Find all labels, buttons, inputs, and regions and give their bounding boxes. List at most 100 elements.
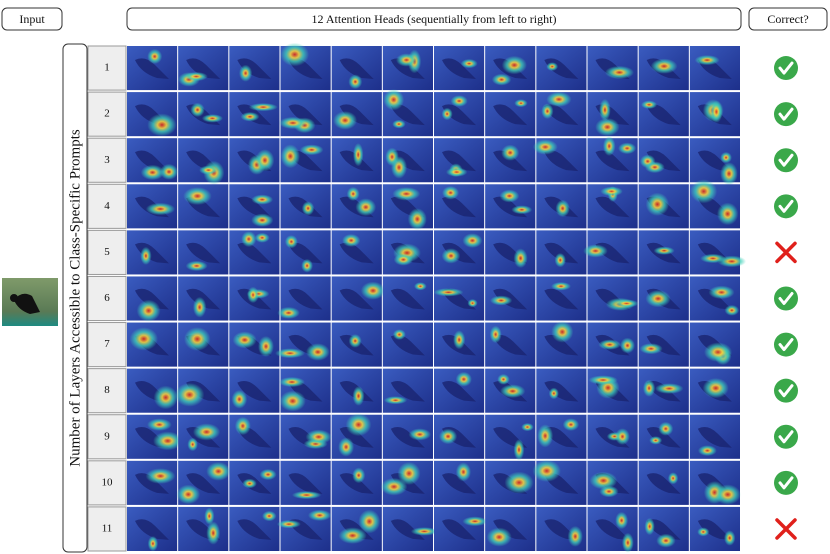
bird-shape xyxy=(442,519,476,540)
bird-shape xyxy=(339,104,374,126)
attention-blob xyxy=(521,422,534,432)
heatmap xyxy=(178,46,229,91)
attention-blob xyxy=(500,384,526,398)
attention-blob xyxy=(717,255,747,268)
attention-blob xyxy=(650,58,678,74)
heatmap xyxy=(127,322,178,367)
heatmap xyxy=(382,89,433,137)
check-mark xyxy=(778,107,794,121)
attention-blob xyxy=(255,149,275,172)
attention-blob xyxy=(390,156,408,179)
bird-shape xyxy=(697,519,732,540)
heatmap xyxy=(587,184,638,229)
attention-blob xyxy=(206,461,231,481)
attention-blob xyxy=(639,343,663,355)
bird-shape xyxy=(339,473,374,494)
heatmap xyxy=(178,138,229,185)
heatmap xyxy=(229,138,280,183)
attention-blob xyxy=(511,205,533,215)
attention-blob xyxy=(348,334,362,348)
bird-shape xyxy=(339,58,374,79)
heatmap xyxy=(485,138,536,183)
heatmap xyxy=(178,230,229,275)
heatmap xyxy=(331,46,382,91)
bird-shape xyxy=(288,242,323,264)
heatmap xyxy=(689,322,740,367)
heatmap xyxy=(382,276,433,321)
heatmap xyxy=(689,179,740,229)
attention-blob xyxy=(342,233,361,247)
heatmap xyxy=(277,276,331,321)
attention-blob xyxy=(442,186,460,200)
attention-blob xyxy=(541,103,554,120)
heatmap xyxy=(278,368,331,413)
attention-blob xyxy=(392,119,406,129)
heatmap xyxy=(229,322,280,367)
heatmap xyxy=(382,322,433,367)
bird-shape xyxy=(390,334,425,356)
attention-blob xyxy=(583,244,608,258)
bird-shape xyxy=(390,288,425,310)
attention-blob xyxy=(551,282,571,291)
bird-shape xyxy=(339,427,374,448)
attention-blob xyxy=(697,527,710,537)
rows: 1 2 3 4 5 6 7 8 9 10 11 xyxy=(87,42,798,553)
attention-blob xyxy=(697,445,717,457)
bird-shape xyxy=(595,196,630,218)
attention-blob xyxy=(185,260,208,272)
attention-blob xyxy=(275,348,305,359)
attention-blob xyxy=(392,329,406,340)
attention-blob xyxy=(380,477,408,496)
check-icon xyxy=(774,332,798,357)
heatmap xyxy=(587,506,638,553)
attention-blob xyxy=(720,151,732,164)
attention-blob xyxy=(147,113,177,137)
attention-blob xyxy=(462,233,483,248)
bird-shape xyxy=(595,150,630,172)
cross-icon xyxy=(775,518,797,540)
attention-blob xyxy=(204,507,215,525)
bird-shape xyxy=(135,150,169,172)
attention-blob xyxy=(455,371,472,387)
row-label: 7 xyxy=(104,338,110,350)
check-mark xyxy=(778,430,794,444)
heatmap xyxy=(178,276,229,321)
heatmap xyxy=(536,506,587,551)
row-label-box xyxy=(87,137,127,183)
attention-blob xyxy=(278,376,305,388)
heatmap xyxy=(127,92,178,137)
cross-icon xyxy=(775,241,797,264)
attention-blob xyxy=(720,162,738,186)
attention-blob xyxy=(599,98,611,121)
heatmap xyxy=(380,460,433,505)
attention-blob xyxy=(615,511,629,530)
bird-shape xyxy=(288,288,323,310)
attention-blob xyxy=(353,142,364,167)
heatmap xyxy=(485,184,536,229)
heatmap xyxy=(689,368,740,413)
heatmap xyxy=(689,230,747,275)
attention-blob xyxy=(589,471,618,490)
y-label-box xyxy=(62,43,88,553)
bird-shape xyxy=(442,58,476,79)
attention-blob xyxy=(392,187,421,201)
attention-blob xyxy=(602,136,616,156)
attention-blob xyxy=(393,253,414,266)
heatmap xyxy=(382,414,433,459)
attention-blob xyxy=(621,532,634,553)
attention-blob xyxy=(201,114,223,123)
attention-blob xyxy=(183,187,212,206)
attention-blob xyxy=(724,530,736,546)
bird-shape xyxy=(442,150,476,172)
attention-blob xyxy=(254,232,270,243)
attention-blob xyxy=(280,144,300,169)
attention-blob xyxy=(153,431,183,451)
bird-shape xyxy=(544,242,579,264)
bird xyxy=(14,293,40,314)
bird-shape xyxy=(186,473,221,494)
heatmap xyxy=(583,230,638,275)
attention-blob xyxy=(653,246,675,255)
attention-blob xyxy=(159,163,179,180)
check-icon xyxy=(774,424,798,449)
